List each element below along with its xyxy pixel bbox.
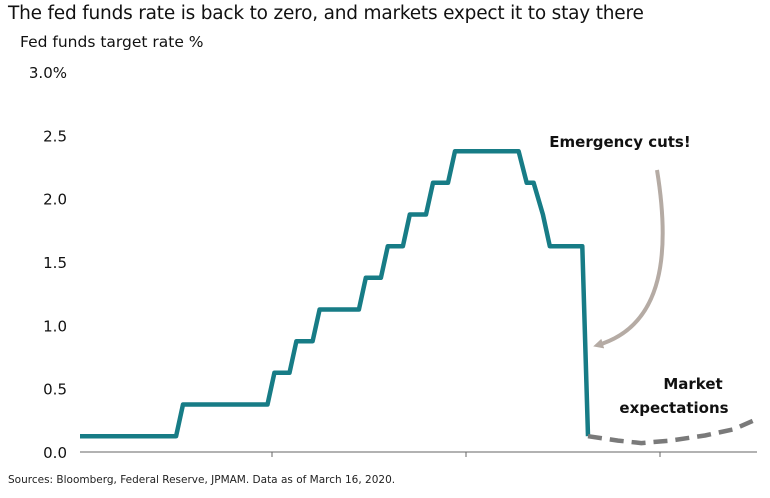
y-axis-label: Fed funds target rate % xyxy=(20,33,204,51)
y-tick-label: 1.5 xyxy=(43,254,67,272)
y-tick-label: 1.0 xyxy=(43,317,67,335)
y-tick-label: 3.0% xyxy=(29,64,67,82)
y-tick-label: 0.5 xyxy=(43,381,67,399)
y-tick-label: 0.0 xyxy=(43,444,67,462)
y-tick-label: 2.0 xyxy=(43,191,67,209)
annotation-expectations: expectations xyxy=(619,399,728,417)
y-tick-label: 2.5 xyxy=(43,127,67,145)
series-line-market-expectations xyxy=(587,417,758,446)
annotation-market: Market xyxy=(663,375,722,393)
chart-title: The fed funds rate is back to zero, and … xyxy=(8,3,644,24)
annotation-emergency-cuts: Emergency cuts! xyxy=(549,133,690,151)
source-note: Sources: Bloomberg, Federal Reserve, JPM… xyxy=(8,474,396,486)
series-line-fed-funds-rate xyxy=(80,148,591,439)
annotation-arrow xyxy=(593,169,665,349)
